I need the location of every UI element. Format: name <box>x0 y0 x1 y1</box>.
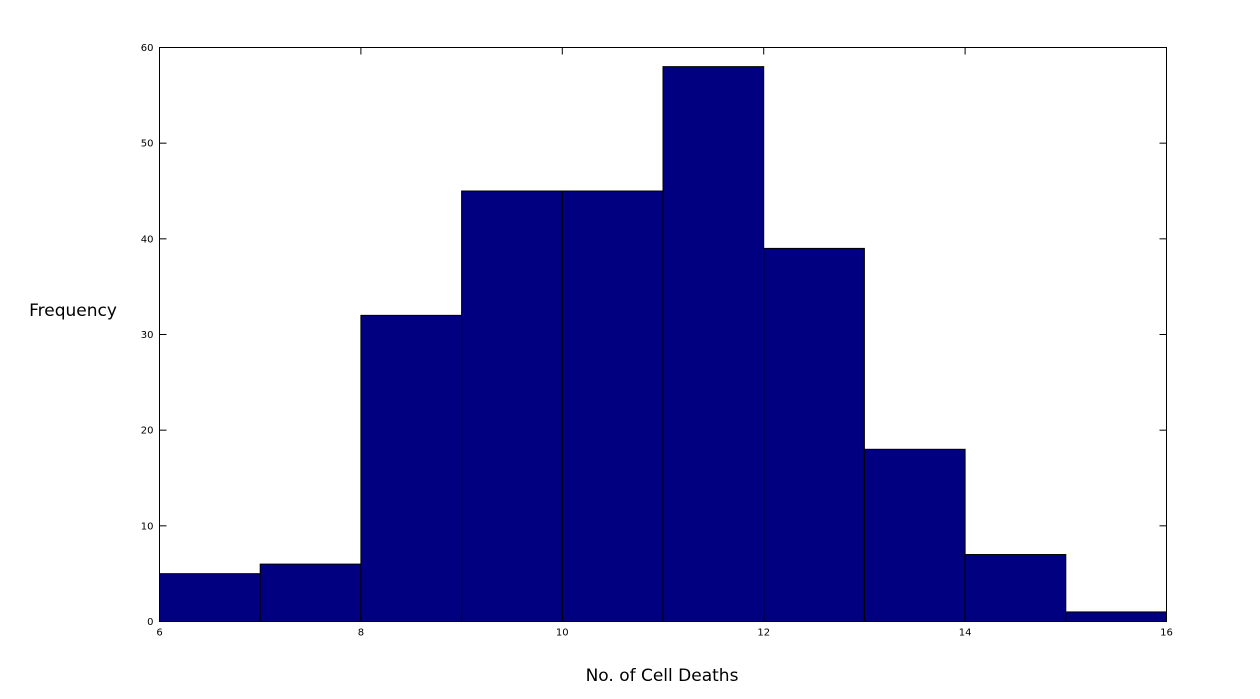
y-tick-label-30: 30 <box>141 330 154 341</box>
histogram-bar-3 <box>360 314 463 622</box>
histogram-bar-10 <box>1065 611 1168 623</box>
y-tick-label-10: 10 <box>141 521 154 532</box>
histogram-bar-8 <box>863 448 966 622</box>
y-axis-label: Frequency <box>29 301 117 321</box>
x-tick-label-6: 6 <box>156 628 162 639</box>
y-tick-label-40: 40 <box>141 234 154 245</box>
ticks-group: 6 8 10 12 14 16 0 10 20 30 40 50 60 <box>141 43 1173 639</box>
y-tick-label-50: 50 <box>141 139 154 150</box>
x-tick-label-16: 16 <box>1160 628 1173 639</box>
x-tick-label-10: 10 <box>556 628 569 639</box>
histogram-bar-6 <box>662 66 765 622</box>
x-tick-label-12: 12 <box>757 628 770 639</box>
x-tick-label-8: 8 <box>358 628 364 639</box>
histogram-bar-4 <box>461 190 563 622</box>
bars-group <box>159 66 1168 623</box>
histogram-bar-9 <box>964 554 1067 622</box>
y-tick-label-60: 60 <box>141 43 154 54</box>
histogram-bar-7 <box>763 247 865 622</box>
y-tick-label-20: 20 <box>141 426 154 437</box>
y-tick-label-0: 0 <box>147 617 153 628</box>
histogram-bar-5 <box>561 190 664 622</box>
x-tick-label-14: 14 <box>959 628 972 639</box>
histogram-bar-2 <box>259 563 362 622</box>
x-axis-label: No. of Cell Deaths <box>586 666 739 686</box>
histogram-bar-1 <box>159 573 261 623</box>
